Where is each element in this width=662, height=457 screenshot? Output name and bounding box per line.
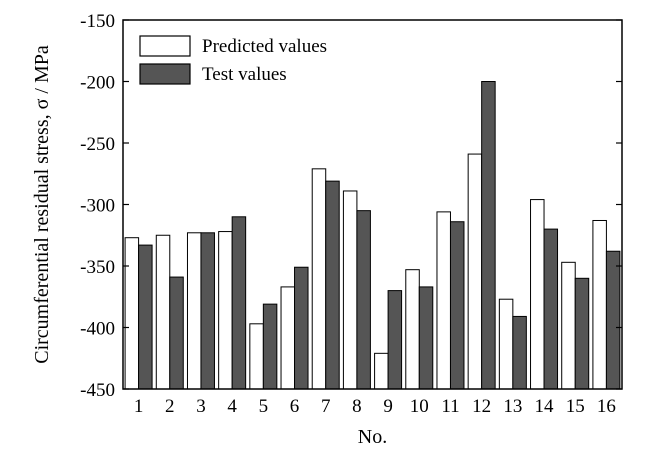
bar-predicted-8 [342,190,358,390]
bar-test-6 [294,266,309,390]
bar-test-4 [231,216,247,390]
bar-test-8 [356,210,371,390]
x-tick-label: 14 [535,396,555,417]
bar-predicted-10 [405,269,420,390]
bar-test-16 [605,250,621,390]
x-tick-label: 8 [352,396,362,417]
bar-predicted-3 [186,232,202,390]
bar-test-7 [325,180,340,390]
bar-predicted-11 [436,211,451,390]
y-tick-label: -400 [80,319,115,340]
x-tick-label: 11 [441,396,459,417]
y-tick-label: -150 [80,11,115,32]
bar-predicted-6 [280,286,296,390]
x-tick-label: 4 [227,396,237,417]
x-tick-label: 3 [196,396,206,417]
bar-test-14 [543,228,559,390]
x-tick-label: 2 [165,396,175,417]
x-tick-label: 16 [597,396,616,417]
bar-predicted-4 [218,231,233,390]
x-tick-label: 15 [566,396,585,417]
y-tick-label: -350 [80,257,115,278]
bars-group [124,81,621,390]
x-tick-label: 9 [383,396,393,417]
bar-predicted-7 [311,168,327,390]
x-tick-label: 7 [321,396,331,417]
y-axis: -150 -200 -250 -300 -350 -400 -450 [80,11,622,401]
x-tick-label: 6 [290,396,300,417]
bar-test-15 [574,277,590,390]
bar-predicted-15 [561,261,576,390]
x-tick-label: 12 [472,396,491,417]
x-axis: 1 2 3 4 5 6 7 8 9 10 11 12 13 14 15 16 [134,396,616,417]
bar-predicted-5 [249,323,264,390]
y-tick-label: -450 [80,380,115,401]
bar-test-1 [138,244,153,390]
bar-predicted-2 [155,234,171,390]
x-tick-label: 1 [134,396,144,417]
bar-test-11 [449,221,465,390]
bar-test-13 [512,315,527,390]
bar-test-9 [387,290,403,390]
bar-predicted-16 [592,219,607,390]
x-axis-label: No. [358,426,387,448]
y-axis-label: Circumferential residual stress, σ / MPa [31,45,53,364]
bar-test-2 [169,276,184,390]
bar-predicted-12 [467,153,483,390]
x-tick-label: 5 [259,396,269,417]
x-tick-label: 13 [503,396,522,417]
bar-predicted-13 [498,298,514,390]
legend: Predicted values Test values [139,35,327,85]
y-tick-label: -300 [80,196,115,217]
bar-test-10 [418,286,434,390]
legend-swatch-test [139,63,191,85]
x-tick-label: 10 [410,396,429,417]
y-tick-label: -200 [80,73,115,94]
bar-predicted-9 [374,352,389,390]
bar-predicted-14 [530,199,545,390]
bar-test-3 [200,232,215,390]
y-tick-label: -250 [80,134,115,155]
legend-label-predicted: Predicted values [202,36,327,57]
bar-predicted-1 [124,237,140,390]
bar-test-12 [481,81,496,390]
legend-label-test: Test values [202,64,287,85]
bar-test-5 [262,303,278,390]
legend-swatch-predicted [139,35,191,57]
